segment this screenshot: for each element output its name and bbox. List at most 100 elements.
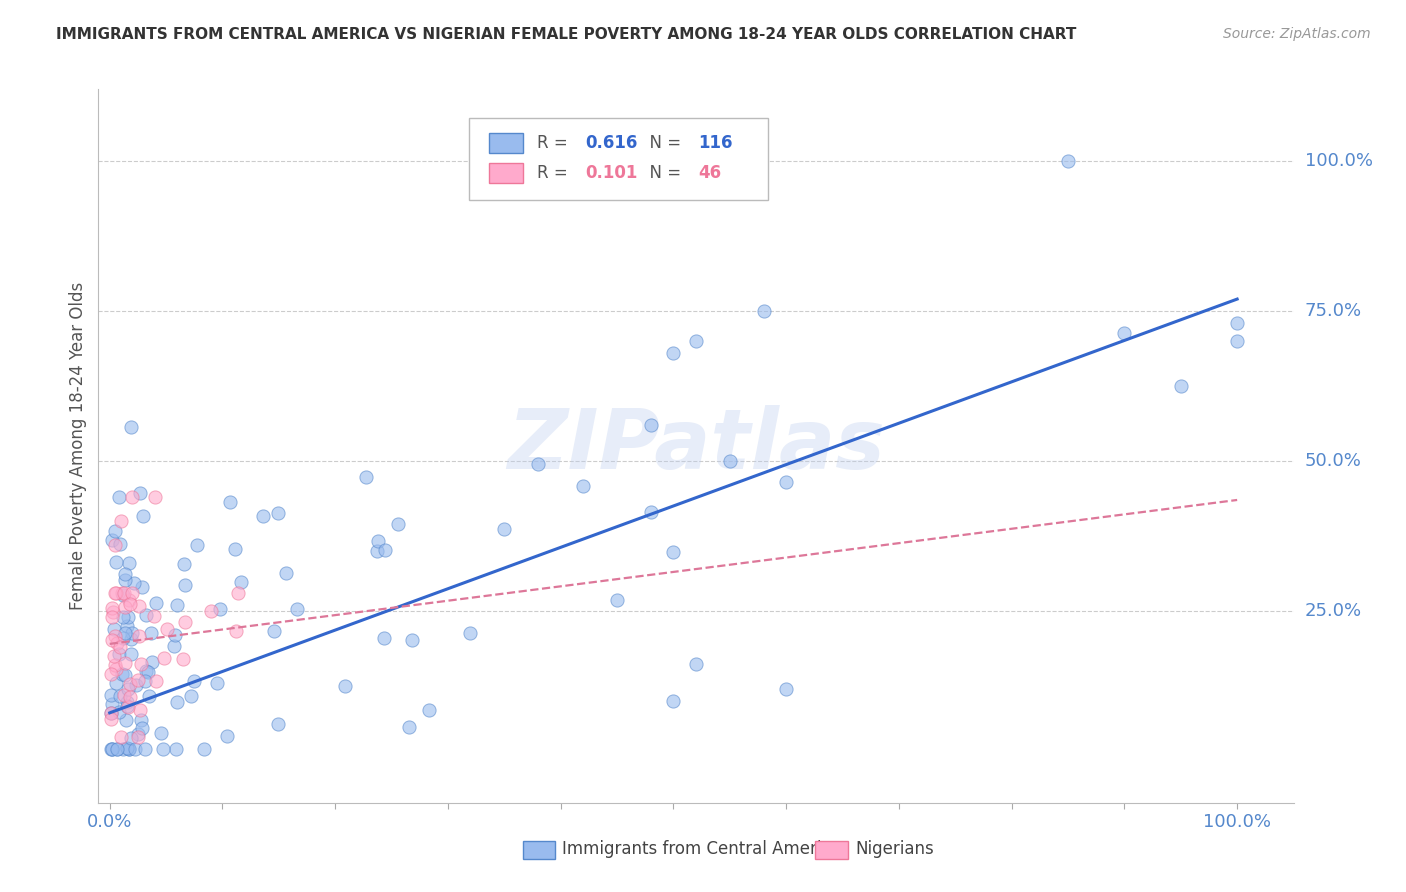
Text: Source: ZipAtlas.com: Source: ZipAtlas.com	[1223, 27, 1371, 41]
Point	[120, 420, 142, 434]
Text: Nigerians: Nigerians	[855, 840, 934, 858]
Point	[108, 640, 131, 654]
Point	[252, 509, 274, 524]
Point	[356, 469, 378, 483]
Point	[124, 678, 146, 692]
FancyBboxPatch shape	[470, 118, 768, 200]
Point	[186, 538, 208, 552]
Point	[134, 664, 156, 678]
Point	[718, 454, 741, 468]
Point	[374, 542, 396, 557]
Point	[108, 647, 131, 661]
Point	[775, 475, 797, 489]
Point	[183, 674, 205, 689]
Point	[685, 657, 707, 672]
Point	[218, 495, 240, 509]
Point	[208, 602, 231, 616]
Point	[141, 655, 163, 669]
Point	[460, 626, 482, 640]
Point	[662, 545, 685, 559]
Point	[114, 626, 136, 640]
Point	[100, 666, 122, 681]
Point	[662, 346, 685, 360]
Point	[104, 586, 127, 600]
Point	[387, 517, 409, 532]
Point	[124, 741, 146, 756]
Point	[100, 688, 122, 702]
Point	[107, 490, 129, 504]
Point	[104, 524, 127, 538]
Point	[166, 598, 188, 612]
Point	[115, 714, 138, 728]
Text: 0.101: 0.101	[585, 164, 637, 182]
Bar	[489, 133, 523, 153]
Point	[494, 522, 516, 536]
Point	[193, 741, 215, 756]
Point	[101, 533, 124, 547]
Point	[775, 681, 797, 696]
Point	[115, 618, 138, 632]
Point	[166, 741, 188, 756]
Point	[100, 741, 122, 756]
Point	[117, 609, 139, 624]
Point	[640, 417, 662, 432]
Point	[120, 597, 142, 611]
Point	[685, 334, 707, 348]
Text: 46: 46	[699, 164, 721, 182]
Point	[401, 632, 423, 647]
Point	[172, 652, 194, 666]
Point	[274, 566, 297, 580]
Point	[662, 694, 685, 708]
Point	[228, 586, 250, 600]
Point	[112, 586, 135, 600]
Point	[153, 650, 176, 665]
Point	[118, 741, 141, 756]
Point	[135, 607, 157, 622]
Point	[129, 713, 152, 727]
Point	[263, 624, 285, 638]
Text: IMMIGRANTS FROM CENTRAL AMERICA VS NIGERIAN FEMALE POVERTY AMONG 18-24 YEAR OLDS: IMMIGRANTS FROM CENTRAL AMERICA VS NIGER…	[56, 27, 1077, 42]
Point	[267, 717, 290, 731]
Point	[104, 658, 127, 673]
Point	[129, 657, 152, 672]
Point	[640, 505, 662, 519]
Point	[165, 628, 187, 642]
Point	[101, 741, 124, 756]
Text: 50.0%: 50.0%	[1305, 452, 1361, 470]
Point	[149, 725, 172, 739]
Point	[110, 514, 132, 528]
Point	[100, 706, 122, 721]
Point	[103, 622, 125, 636]
Point	[131, 721, 153, 735]
Point	[104, 586, 127, 600]
Point	[131, 580, 153, 594]
Point	[200, 604, 222, 618]
Point	[103, 649, 125, 664]
Point	[105, 636, 128, 650]
Text: 25.0%: 25.0%	[1305, 602, 1362, 620]
Point	[105, 741, 128, 756]
Point	[138, 690, 160, 704]
Point	[145, 596, 167, 610]
Point	[143, 490, 166, 504]
Point	[111, 610, 134, 624]
Text: R =: R =	[537, 164, 574, 182]
Point	[112, 741, 135, 756]
Point	[418, 703, 440, 717]
Point	[121, 586, 143, 600]
Point	[100, 610, 122, 624]
Point	[134, 741, 156, 756]
Point	[128, 599, 150, 613]
Point	[174, 578, 197, 592]
Point	[118, 741, 141, 756]
Point	[128, 629, 150, 643]
Text: R =: R =	[537, 134, 574, 152]
Point	[111, 632, 134, 646]
Text: Immigrants from Central America: Immigrants from Central America	[562, 840, 841, 858]
Point	[111, 667, 134, 681]
Point	[1114, 326, 1136, 341]
Bar	[523, 840, 555, 859]
Point	[120, 731, 142, 745]
Point	[115, 698, 138, 713]
Point	[118, 556, 141, 570]
